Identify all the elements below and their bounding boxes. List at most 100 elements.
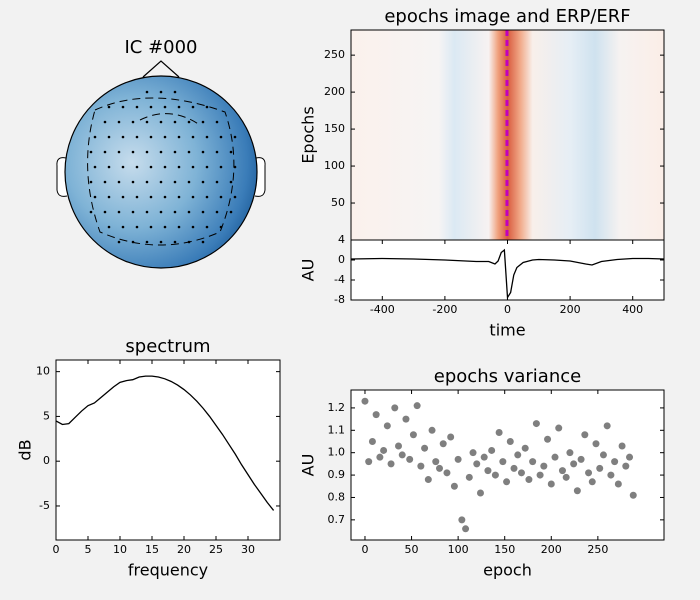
sensor xyxy=(229,180,233,184)
sensor xyxy=(177,165,181,169)
point xyxy=(592,440,600,448)
line xyxy=(350,248,665,300)
sensor xyxy=(131,180,135,184)
x-tick-label: 200 xyxy=(560,303,581,316)
point xyxy=(558,467,566,475)
sensor xyxy=(135,105,139,109)
point xyxy=(514,451,522,459)
x-tick-label: 10 xyxy=(113,543,127,556)
chart-title: IC #000 xyxy=(124,37,197,58)
y-tick-label: -5 xyxy=(39,499,50,512)
sensor xyxy=(117,240,121,244)
y-axis-label: AU xyxy=(299,454,318,477)
sensor xyxy=(107,195,111,199)
x-tick-label: 200 xyxy=(541,543,562,556)
sensor xyxy=(159,150,163,154)
sensor xyxy=(103,150,107,154)
point xyxy=(462,525,470,533)
x-tick-label: 25 xyxy=(209,543,223,556)
point xyxy=(465,473,473,481)
sensor xyxy=(163,225,167,229)
sensor xyxy=(201,120,205,124)
x-tick-label: -400 xyxy=(370,303,395,316)
point xyxy=(432,458,440,466)
point xyxy=(473,460,481,468)
point xyxy=(395,442,403,450)
x-tick-label: 5 xyxy=(85,543,92,556)
x-tick-label: 100 xyxy=(448,543,469,556)
sensors xyxy=(89,90,237,244)
point xyxy=(439,440,447,448)
sensor xyxy=(201,210,205,214)
sensor xyxy=(163,105,167,109)
y-axis-label: AU xyxy=(299,259,318,282)
topomap xyxy=(56,60,266,269)
sensor xyxy=(149,195,153,199)
point xyxy=(536,471,544,479)
point xyxy=(476,489,484,497)
point xyxy=(368,437,376,445)
line xyxy=(55,375,275,511)
sensor xyxy=(93,165,97,169)
point xyxy=(391,404,399,412)
sensor xyxy=(205,105,209,109)
point xyxy=(480,453,488,461)
point xyxy=(443,469,451,477)
point xyxy=(372,411,380,419)
point xyxy=(383,422,391,430)
point xyxy=(503,478,511,486)
point xyxy=(409,431,417,439)
sensor xyxy=(107,225,111,229)
x-tick-label: 30 xyxy=(241,543,255,556)
sensor xyxy=(233,165,237,169)
x-tick-label: -200 xyxy=(432,303,457,316)
y-tick-label: 200 xyxy=(324,85,345,98)
plot-area xyxy=(56,360,280,540)
sensor xyxy=(187,150,191,154)
point xyxy=(585,469,593,477)
y-tick-label: 0.7 xyxy=(328,513,346,526)
y-tick-label: 250 xyxy=(324,48,345,61)
sensor xyxy=(191,105,195,109)
sensor xyxy=(159,120,163,124)
sensor xyxy=(177,105,181,109)
point xyxy=(588,478,596,486)
x-tick-label: 15 xyxy=(145,543,159,556)
sensor xyxy=(219,195,223,199)
point xyxy=(458,516,466,524)
point xyxy=(491,471,499,479)
sensor xyxy=(149,105,153,109)
sensor xyxy=(135,135,139,139)
point xyxy=(450,482,458,490)
sensor xyxy=(131,240,135,244)
sensor xyxy=(159,180,163,184)
contour xyxy=(139,113,201,126)
point xyxy=(532,420,540,428)
sensor xyxy=(177,195,181,199)
sensor xyxy=(117,120,121,124)
sensor xyxy=(187,180,191,184)
point xyxy=(547,480,555,488)
y-tick-label: 1.0 xyxy=(328,446,346,459)
x-tick-label: 20 xyxy=(177,543,191,556)
sensor xyxy=(107,135,111,139)
y-axis-label: Epochs xyxy=(299,106,318,163)
point xyxy=(435,464,443,472)
sensor xyxy=(215,180,219,184)
sensor xyxy=(131,120,135,124)
point xyxy=(361,397,369,405)
sensor xyxy=(173,240,177,244)
y-axis-label: dB xyxy=(16,439,35,460)
point xyxy=(603,422,611,430)
x-tick-label: 0 xyxy=(504,303,511,316)
sensor xyxy=(191,165,195,169)
x-tick-label: 0 xyxy=(361,543,368,556)
contour xyxy=(87,97,235,246)
sensor xyxy=(121,195,125,199)
sensor xyxy=(219,165,223,169)
y-tick-label: -4 xyxy=(334,273,345,286)
sensor xyxy=(145,120,149,124)
nose xyxy=(142,60,180,78)
chart-title: epochs variance xyxy=(434,366,581,387)
